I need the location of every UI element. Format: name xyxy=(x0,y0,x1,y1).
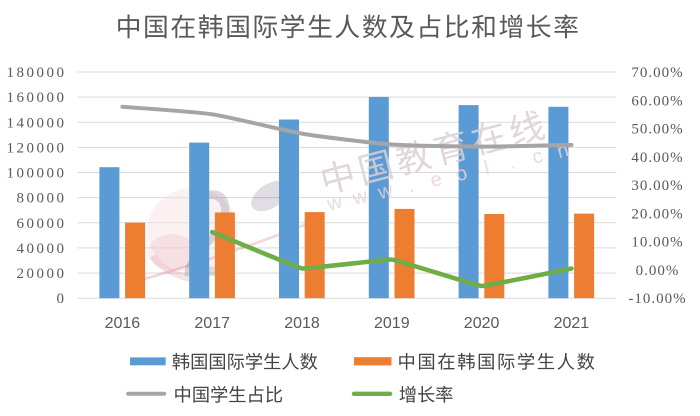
svg-text:20.00%: 20.00% xyxy=(631,206,683,222)
svg-text:30.00%: 30.00% xyxy=(631,178,683,194)
svg-text:2021: 2021 xyxy=(554,315,590,332)
svg-text:120000: 120000 xyxy=(7,140,67,156)
svg-text:40000: 40000 xyxy=(17,241,67,257)
svg-text:60000: 60000 xyxy=(17,216,67,232)
svg-text:2018: 2018 xyxy=(284,315,320,332)
svg-text:-10.00%: -10.00% xyxy=(628,291,686,307)
svg-text:20000: 20000 xyxy=(17,266,67,282)
svg-text:80000: 80000 xyxy=(17,191,67,207)
svg-text:2019: 2019 xyxy=(374,315,410,332)
svg-text:50.00%: 50.00% xyxy=(631,122,683,138)
svg-text:0: 0 xyxy=(57,291,67,307)
svg-text:2020: 2020 xyxy=(464,315,500,332)
svg-text:2017: 2017 xyxy=(194,315,230,332)
svg-text:2016: 2016 xyxy=(105,315,141,332)
svg-text:70.00%: 70.00% xyxy=(631,65,683,81)
svg-text:0.00%: 0.00% xyxy=(636,263,680,279)
svg-text:40.00%: 40.00% xyxy=(631,150,683,166)
svg-text:60.00%: 60.00% xyxy=(631,93,683,109)
svg-text:140000: 140000 xyxy=(7,115,67,131)
svg-text:10.00%: 10.00% xyxy=(631,235,683,251)
svg-text:100000: 100000 xyxy=(7,166,67,182)
svg-text:180000: 180000 xyxy=(7,65,67,81)
svg-text:160000: 160000 xyxy=(7,90,67,106)
